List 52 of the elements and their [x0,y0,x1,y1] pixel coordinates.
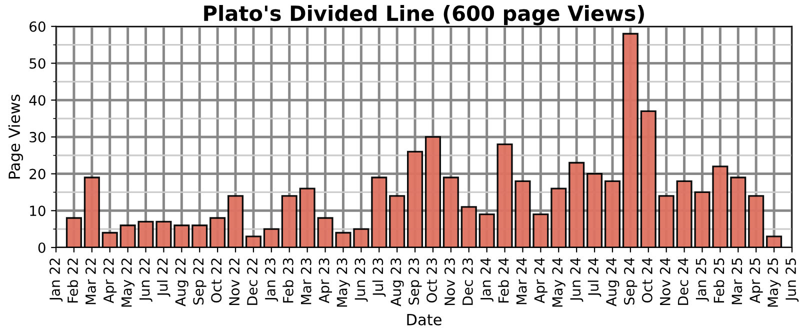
x-tick-label: Dec 23 [462,258,473,305]
x-tick-label: Oct 23 [426,258,438,303]
x-tick-label: Mar 22 [85,258,96,304]
x-tick-label: Nov 23 [444,258,455,306]
x-tick-label: Jan 25 [696,258,709,302]
x-tick-label: Apr 25 [750,258,763,304]
y-tick-label: 40 [29,95,46,106]
x-tick-label: Jul 23 [372,258,386,297]
y-tick-label: 30 [30,132,46,142]
x-tick-label: Apr 24 [534,258,548,304]
x-tick-label: Jan 24 [480,258,494,302]
x-tick-label: Aug 22 [175,258,188,306]
x-tick-label: Jul 22 [156,258,170,297]
y-tick-label: 50 [30,58,46,69]
x-tick-label: Dec 24 [678,258,688,305]
x-tick-label: Sep 22 [193,258,206,305]
y-axis-title: Page Views [8,94,24,178]
x-tick-label: Jan 23 [264,258,278,302]
x-tick-label: Sep 23 [408,258,422,305]
x-tick-label: Mar 24 [516,258,527,304]
x-tick-label: Nov 22 [229,258,240,306]
x-tick-label: Nov 24 [660,258,670,306]
x-tick-label: May 24 [552,258,566,307]
x-tick-label: Mar 25 [732,258,742,304]
x-tick-label: Apr 22 [103,258,117,304]
y-tick-label: 0 [38,242,46,253]
y-tick-label: 20 [30,168,46,180]
x-tick-label: Feb 23 [282,258,294,303]
x-tick-label: Feb 22 [67,258,78,303]
x-tick-label: Dec 22 [246,258,258,305]
x-tick-label: Aug 23 [390,258,404,306]
x-tick-label: Jul 24 [588,258,602,297]
x-tick-label: Jun 25 [786,258,799,302]
x-tick-label: Oct 24 [642,258,652,303]
x-axis-title: Date [407,314,442,326]
x-tick-label: Oct 22 [211,258,222,303]
x-tick-label: Aug 24 [606,258,620,306]
x-tick-label: Feb 25 [713,258,724,303]
x-tick-label: Jun 24 [570,258,584,302]
x-tick-label: Feb 24 [498,258,509,303]
x-tick-label: Jan 22 [50,258,63,302]
x-tick-label: May 22 [121,258,135,307]
y-tick-label: 60 [30,21,46,32]
x-tick-label: Jun 23 [354,258,368,302]
x-tick-label: Mar 23 [300,258,312,304]
x-tick-label: Sep 24 [624,258,638,305]
x-tick-label: Jun 22 [139,258,152,302]
x-tick-label: Apr 23 [318,258,332,304]
x-tick-label: May 25 [768,258,781,307]
y-tick-label: 10 [30,206,46,216]
x-tick-label: May 23 [336,258,350,307]
chart-title: Plato's Divided Line (600 page Views) [204,5,644,26]
